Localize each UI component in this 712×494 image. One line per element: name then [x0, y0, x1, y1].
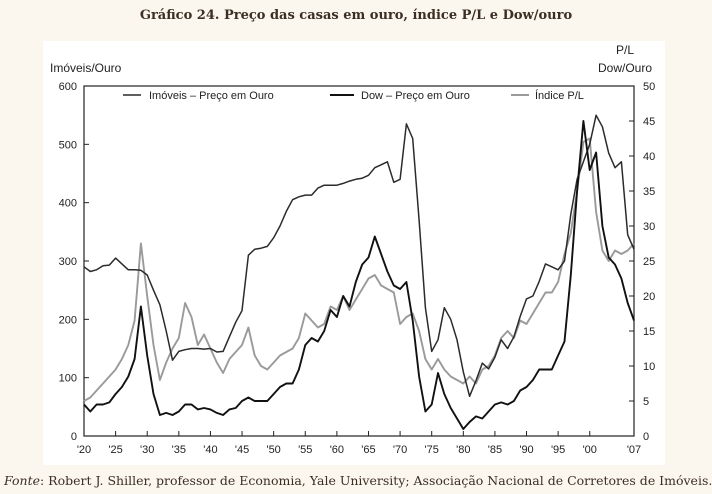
x-tick-label: '07 — [627, 444, 641, 456]
y-right-tick-label: 20 — [643, 291, 655, 303]
legend-label: Dow – Preço em Ouro — [361, 90, 470, 102]
x-tick-label: '00 — [583, 444, 597, 456]
y-right-tick-label: 50 — [643, 81, 655, 93]
y-left-tick-label: 0 — [71, 431, 77, 443]
y-right-tick-label: 10 — [643, 361, 655, 373]
y-right-tick-label: 45 — [643, 116, 655, 128]
plot-frame — [83, 85, 635, 437]
y-left-tick-label: 400 — [59, 198, 77, 210]
y-axis-left: 0 100 200 300 400 500 600 — [59, 81, 89, 443]
y-right-tick-label: 30 — [643, 221, 655, 233]
y-axis-right-label-dow: Dow/Ouro — [598, 61, 652, 75]
y-left-tick-label: 300 — [59, 256, 77, 268]
y-axis-right: 0 5 10 15 20 25 30 35 40 45 50 — [629, 81, 655, 443]
figure-title: Gráfico 24. Preço das casas em ouro, índ… — [139, 8, 573, 23]
x-tick-label: '40 — [203, 444, 217, 456]
y-left-tick-label: 500 — [59, 139, 77, 151]
y-right-tick-label: 15 — [643, 326, 655, 338]
y-left-tick-label: 100 — [59, 373, 77, 385]
y-right-tick-label: 35 — [643, 186, 655, 198]
y-right-tick-label: 25 — [643, 256, 655, 268]
x-tick-label: '35 — [172, 444, 186, 456]
series-line-2 — [83, 137, 635, 402]
y-right-tick-label: 40 — [643, 151, 655, 163]
series-line-1 — [83, 120, 635, 430]
y-right-tick-label: 0 — [643, 431, 649, 443]
legend-label: Imóveis – Preço em Ouro — [149, 90, 274, 102]
x-tick-label: '70 — [393, 444, 407, 456]
legend: Imóveis – Preço em Ouro Dow – Preço em Ou… — [123, 89, 584, 102]
series-lines — [83, 114, 635, 430]
y-right-tick-label: 5 — [643, 396, 649, 408]
x-tick-label: '85 — [488, 444, 502, 456]
x-tick-label: '50 — [266, 444, 280, 456]
source-note: Fonte: Robert J. Shiller, professor de E… — [4, 473, 712, 488]
x-tick-label: '60 — [330, 444, 344, 456]
y-axis-left-label: Imóveis/Ouro — [50, 61, 122, 75]
chart-panel: Imóveis/Ouro P/L Dow/Ouro '20 '25 '30 '35 '4… — [43, 41, 665, 465]
x-tick-label: '75 — [425, 444, 439, 456]
x-tick-label: '80 — [456, 444, 470, 456]
x-tick-label: '25 — [108, 444, 122, 456]
y-left-tick-label: 200 — [59, 314, 77, 326]
y-left-tick-label: 600 — [59, 81, 77, 93]
legend-label: Índice P/L — [535, 89, 584, 102]
x-tick-label: '30 — [140, 444, 154, 456]
source-text: : Robert J. Shiller, professor de Econom… — [40, 473, 712, 488]
x-tick-label: '45 — [235, 444, 249, 456]
x-tick-label: '65 — [361, 444, 375, 456]
y-axis-right-label-pe: P/L — [616, 43, 634, 57]
x-tick-label: '90 — [519, 444, 533, 456]
x-axis: '20 '25 '30 '35 '40 '45 '50 '55 '60 '65 '70 '75 '80 '… — [77, 431, 641, 456]
chart-svg: Imóveis/Ouro P/L Dow/Ouro '20 '25 '30 '35 '4… — [50, 43, 655, 456]
x-tick-label: '20 — [77, 444, 91, 456]
x-tick-label: '55 — [298, 444, 312, 456]
x-tick-label: '95 — [551, 444, 565, 456]
series-line-0 — [83, 114, 635, 398]
source-label: Fonte — [4, 473, 40, 488]
